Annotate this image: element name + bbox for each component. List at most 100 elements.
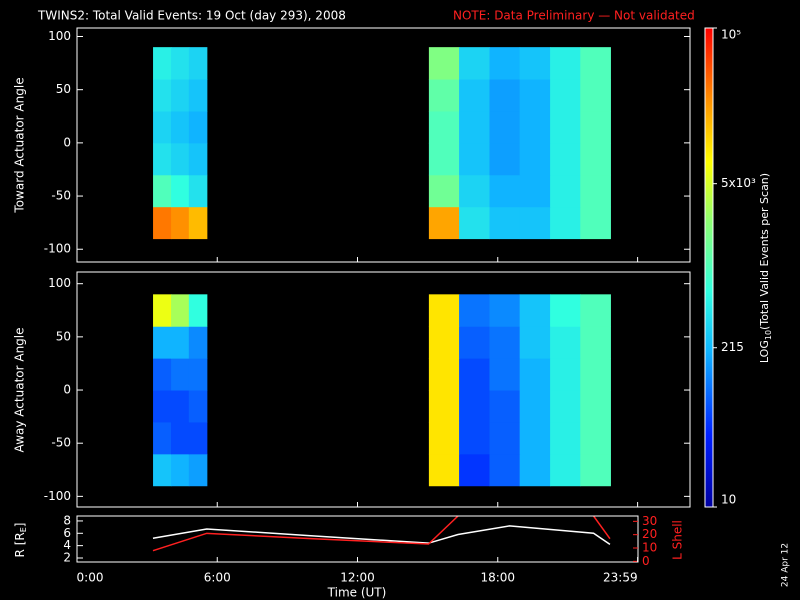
heatmap-cell — [153, 390, 172, 423]
heatmap-cell — [550, 453, 581, 487]
heatmap-cell — [550, 142, 581, 176]
heatmap-cell — [519, 390, 551, 423]
heatmap-cell — [580, 294, 611, 327]
label-part: (Total Valid Events per Scan) — [758, 173, 771, 330]
heatmap-cell — [489, 110, 521, 144]
heatmap-cell — [171, 174, 190, 208]
heatmap-cell — [188, 453, 208, 487]
y-tick-label: 100 — [48, 276, 71, 290]
heatmap-cell — [188, 79, 208, 112]
y-tick-label: 0 — [63, 135, 71, 149]
heatmap-cell — [519, 110, 551, 144]
y-tick-label: 2 — [63, 550, 71, 564]
heatmap-cell — [153, 206, 172, 240]
label-part: E — [19, 527, 28, 532]
line — [152, 525, 611, 546]
y-tick-label: 8 — [63, 513, 71, 527]
heatmap-cell — [153, 453, 172, 487]
heatmap-cell — [459, 421, 490, 455]
colorbar-tick-label: 215 — [721, 340, 744, 354]
heatmap-cell — [459, 326, 490, 359]
heatmap-cell — [580, 206, 611, 240]
heatmap-cell — [489, 47, 521, 80]
heatmap-cell — [428, 294, 460, 327]
heatmap-cell — [459, 453, 490, 487]
y2-axis-label: L Shell — [671, 520, 685, 560]
y-axis-label: R [RE] — [13, 523, 28, 558]
heatmap-cell — [519, 142, 551, 176]
heatmap-cell — [550, 326, 581, 359]
heatmap-cell — [519, 358, 551, 391]
label-part: ] — [13, 523, 27, 528]
heatmap-cell — [519, 79, 551, 112]
heatmap-cell — [580, 421, 611, 455]
heatmap-cell — [580, 174, 611, 208]
y-tick-label: -50 — [51, 189, 71, 203]
x-tick-label: 18:00 — [480, 571, 515, 585]
y2-tick-label: 0 — [642, 554, 650, 568]
y-axis-label: Toward Actuator Angle — [13, 77, 27, 213]
heatmap-cell — [459, 206, 490, 240]
heatmap-cell — [550, 358, 581, 391]
axes-frame — [76, 27, 691, 263]
heatmap-cell — [188, 326, 208, 359]
heatmap-cell — [550, 79, 581, 112]
heatmap-cell — [550, 421, 581, 455]
heatmap-cell — [428, 79, 460, 112]
y-tick-label: -100 — [44, 242, 71, 256]
y-tick-label: 4 — [63, 538, 71, 552]
date-stamp: 24 Apr 12 — [781, 543, 791, 587]
heatmap-cell — [580, 358, 611, 391]
heatmap-cell — [171, 421, 190, 455]
heatmap-cell — [580, 142, 611, 176]
heatmap-cell — [550, 47, 581, 80]
axes-frame — [76, 271, 691, 508]
heatmap-cell — [171, 47, 190, 80]
heatmap-cell — [171, 294, 190, 327]
heatmap-cell — [153, 142, 172, 176]
heatmap-cell — [519, 294, 551, 327]
heatmap-cell — [153, 294, 172, 327]
heatmap-cell — [489, 79, 521, 112]
y-tick-label: 0 — [63, 383, 71, 397]
heatmap-cell — [188, 47, 208, 80]
heatmap-cell — [188, 110, 208, 144]
y-axis-label: Away Actuator Angle — [13, 327, 27, 452]
x-tick-label: 0:00 — [77, 571, 104, 585]
line — [152, 516, 459, 552]
heatmap-cell — [428, 206, 460, 240]
heatmap-cell — [428, 47, 460, 80]
heatmap-cell — [171, 358, 190, 391]
heatmap-cell — [550, 294, 581, 327]
heatmap-cell — [171, 390, 190, 423]
note: NOTE: Data Preliminary — Not validated — [453, 9, 695, 23]
heatmap-cell — [459, 294, 490, 327]
heatmap-cell — [580, 390, 611, 423]
y2-tick-label: 10 — [642, 541, 657, 555]
x-tick-label: 6:00 — [204, 571, 231, 585]
x-axis-label: Time (UT) — [327, 586, 387, 600]
label-part: LOG — [758, 340, 771, 363]
colorbar-label: LOG10(Total Valid Events per Scan) — [758, 173, 773, 363]
heatmap-cell — [489, 174, 521, 208]
y-tick-label: 100 — [48, 29, 71, 43]
heatmap-cell — [489, 326, 521, 359]
heatmap-cell — [428, 110, 460, 144]
heatmap-cell — [428, 453, 460, 487]
y2-tick-label: 30 — [642, 514, 657, 528]
heatmap-cell — [489, 206, 521, 240]
heatmap-cell — [489, 390, 521, 423]
heatmap-cell — [171, 110, 190, 144]
heatmap-cell — [580, 79, 611, 112]
heatmap-cell — [188, 390, 208, 423]
heatmap-cell — [171, 142, 190, 176]
heatmap-cell — [188, 174, 208, 208]
heatmap-cell — [489, 421, 521, 455]
heatmap-cell — [550, 110, 581, 144]
heatmap-cell — [489, 294, 521, 327]
heatmap-cell — [459, 174, 490, 208]
heatmap-cell — [428, 358, 460, 391]
heatmap-cell — [489, 453, 521, 487]
